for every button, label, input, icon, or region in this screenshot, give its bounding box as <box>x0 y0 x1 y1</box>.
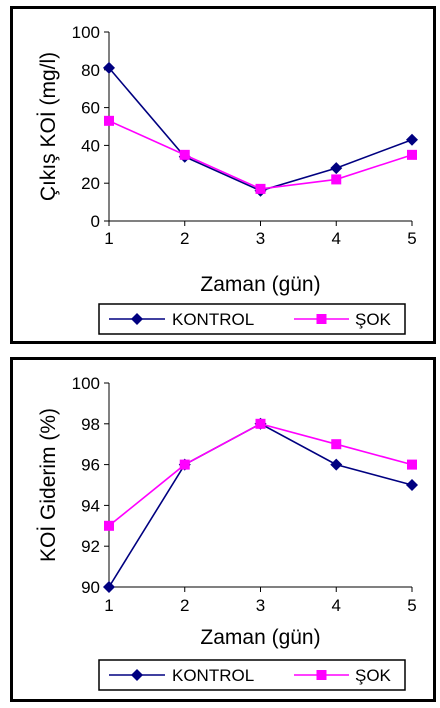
x-tick-label: 1 <box>104 596 113 615</box>
x-axis-title: Zaman (gün) <box>200 626 320 649</box>
data-point-sok <box>104 115 114 126</box>
data-point-kontrol <box>103 581 115 593</box>
data-point-kontrol <box>406 133 418 146</box>
data-point-sok <box>407 149 417 160</box>
y-tick-label: 0 <box>91 212 100 231</box>
y-tick-label: 100 <box>72 23 100 42</box>
legend-marker-kontrol <box>131 669 143 681</box>
series-line-kontrol <box>108 67 413 192</box>
data-point-sok <box>255 183 266 194</box>
y-tick-label: 94 <box>81 496 100 515</box>
chart-2-svg: 90 92 94 96 98 100 1 2 3 4 5 Zaman (gün) KOİ Giderim… <box>37 374 418 691</box>
data-point-sok <box>179 149 190 160</box>
x-tick-label: 2 <box>180 596 189 615</box>
data-point-kontrol <box>103 61 115 74</box>
data-point-kontrol <box>330 162 343 175</box>
data-point-kontrol <box>330 458 343 471</box>
y-tick-label: 92 <box>81 537 100 556</box>
legend-label-sok: ŞOK <box>355 666 392 685</box>
y-axis-title: KOİ Giderim (%) <box>37 408 60 562</box>
x-tick-label: 3 <box>256 229 265 248</box>
data-point-sok <box>331 174 342 185</box>
x-tick-label: 5 <box>407 596 416 615</box>
legend-marker-sok <box>316 670 327 680</box>
x-axis-title: Zaman (gün) <box>200 273 320 296</box>
data-point-kontrol <box>406 479 418 491</box>
legend-label-kontrol: KONTROL <box>172 310 254 329</box>
x-tick-label: 2 <box>180 229 189 248</box>
y-tick-label: 100 <box>72 374 100 393</box>
series-line-kontrol <box>108 422 413 588</box>
x-tick-label: 4 <box>332 596 341 615</box>
legend-marker-kontrol <box>131 313 143 325</box>
legend-label-kontrol: KONTROL <box>172 666 254 685</box>
chart-panel-1: 0 20 40 60 80 100 1 2 3 4 5 Zaman (gün) Çıkış KOİ (m… <box>10 6 436 344</box>
y-tick-label: 90 <box>81 578 100 597</box>
y-tick-label: 20 <box>81 174 100 193</box>
y-axis-title: Çıkış KOİ (mg/l) <box>37 52 60 201</box>
y-tick-label: 40 <box>81 136 100 155</box>
data-point-sok <box>407 459 417 470</box>
data-point-sok <box>331 439 342 450</box>
x-tick-label: 4 <box>332 229 341 248</box>
chart-panel-2: 90 92 94 96 98 100 1 2 3 4 5 Zaman (gün) KOİ Giderim… <box>10 357 436 702</box>
data-point-sok <box>255 418 266 429</box>
data-point-sok <box>104 520 114 531</box>
legend-label-sok: ŞOK <box>355 310 392 329</box>
series-line-şok <box>108 422 413 527</box>
x-tick-label: 5 <box>407 229 416 248</box>
legend-marker-sok <box>316 314 327 324</box>
y-tick-label: 98 <box>81 415 100 434</box>
data-point-sok <box>179 459 190 470</box>
x-tick-label: 1 <box>104 229 113 248</box>
chart-1-svg: 0 20 40 60 80 100 1 2 3 4 5 Zaman (gün) Çıkış KOİ (m… <box>37 23 418 335</box>
y-tick-label: 96 <box>81 456 100 475</box>
y-tick-label: 80 <box>81 61 100 80</box>
x-tick-label: 3 <box>256 596 265 615</box>
series-line-şok <box>108 120 413 190</box>
y-tick-label: 60 <box>81 99 100 118</box>
